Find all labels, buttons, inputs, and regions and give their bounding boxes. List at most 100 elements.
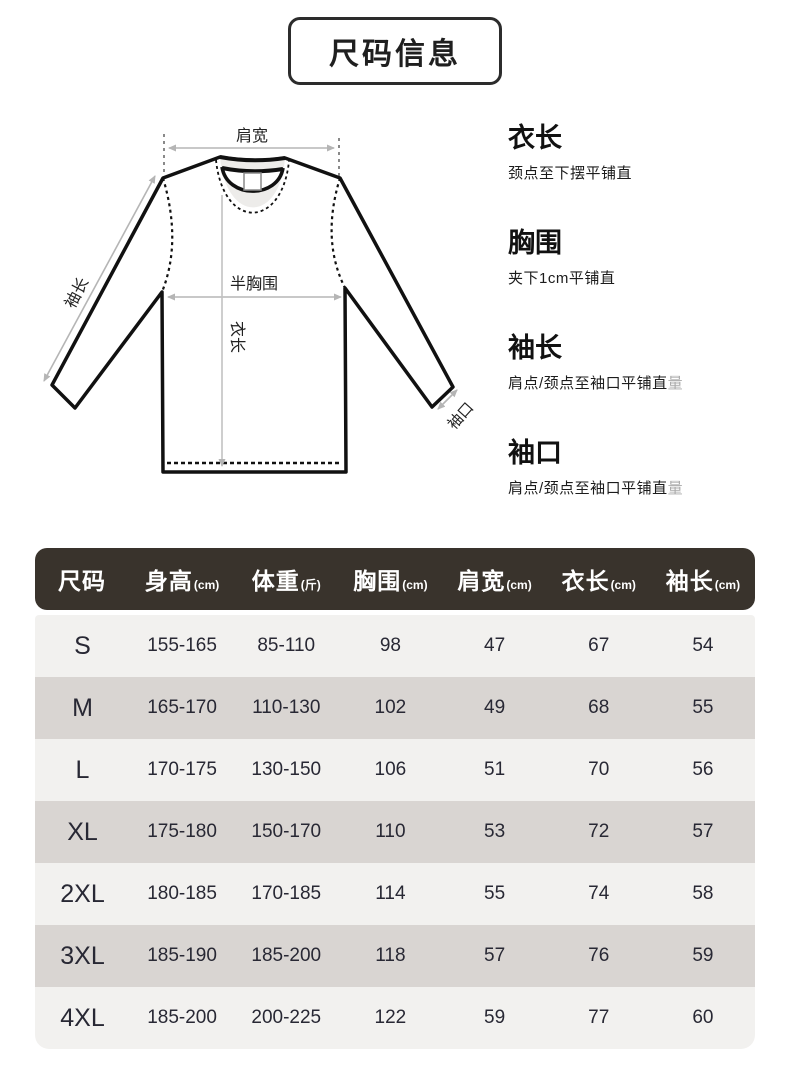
cell-shoulder: 51 bbox=[484, 759, 506, 780]
measure-note-desc-tail: 量 bbox=[667, 374, 684, 392]
measure-note-title: 袖长 bbox=[508, 333, 562, 363]
header-unit: (cm) bbox=[714, 578, 741, 592]
cell-size: M bbox=[72, 693, 93, 722]
cell-sleeve: 60 bbox=[692, 1007, 714, 1028]
cell-shoulder: 53 bbox=[484, 821, 506, 842]
cell-weight: 185-200 bbox=[251, 945, 322, 966]
measure-note-chest: 胸围 夹下1cm平铺直 bbox=[508, 228, 780, 288]
cell-length: 72 bbox=[588, 821, 610, 842]
cell-chest: 110 bbox=[375, 821, 406, 842]
cell-sleeve: 57 bbox=[692, 821, 714, 842]
cell-size: 4XL bbox=[60, 1003, 105, 1032]
header-unit: (斤) bbox=[300, 578, 321, 592]
left-armhole-seam bbox=[160, 177, 174, 293]
cell-sleeve: 58 bbox=[692, 883, 714, 904]
cell-shoulder: 47 bbox=[484, 635, 506, 656]
cell-chest: 106 bbox=[374, 759, 407, 780]
cell-weight: 85-110 bbox=[257, 635, 316, 656]
cell-length: 77 bbox=[588, 1007, 610, 1028]
cell-length: 76 bbox=[588, 945, 610, 966]
table-row: 4XL 185-200 200-225 122 59 77 60 bbox=[35, 987, 755, 1049]
cell-size: L bbox=[75, 755, 90, 784]
header-unit: (cm) bbox=[402, 578, 428, 592]
header-label: 胸围 bbox=[353, 568, 402, 594]
cell-height: 170-175 bbox=[147, 759, 217, 780]
size-table-body: S 155-165 85-110 98 47 67 54 M 165-170 1… bbox=[35, 615, 755, 1049]
header-cell-weight: 体重 (斤) bbox=[252, 562, 321, 596]
shoulder-width-label: 肩宽 bbox=[236, 127, 268, 145]
cell-length: 74 bbox=[588, 883, 610, 904]
measure-note-title: 袖口 bbox=[508, 438, 562, 468]
cell-shoulder: 59 bbox=[484, 1007, 506, 1028]
cell-sleeve: 59 bbox=[692, 945, 714, 966]
cell-length: 67 bbox=[588, 635, 610, 656]
header-label: 体重 bbox=[251, 568, 300, 594]
cell-chest: 102 bbox=[374, 697, 407, 718]
header-unit: (cm) bbox=[193, 578, 220, 592]
header-cell-height: 身高 (cm) bbox=[145, 562, 219, 596]
measure-note-length: 衣长 颈点至下摆平铺直 bbox=[508, 123, 780, 183]
neck-label-tag bbox=[243, 172, 262, 191]
cell-height: 155-165 bbox=[147, 635, 217, 656]
header-cell-shoulder: 肩宽 (cm) bbox=[457, 562, 531, 596]
cell-size: 2XL bbox=[60, 879, 105, 908]
measure-note-desc-tail: 量 bbox=[667, 479, 684, 497]
cell-chest: 122 bbox=[374, 1007, 407, 1028]
cell-shoulder: 49 bbox=[484, 697, 506, 718]
measure-note-desc: 夹下1cm平铺直 bbox=[508, 267, 780, 288]
cell-sleeve: 56 bbox=[692, 759, 714, 780]
shirt-measurement-diagram: 肩宽 袖长 半胸围 衣长 袖口 bbox=[43, 127, 478, 474]
half-chest-label: 半胸围 bbox=[230, 275, 278, 293]
cell-chest: 98 bbox=[379, 635, 401, 656]
sleeve-length-arrow bbox=[43, 175, 156, 382]
cell-chest: 118 bbox=[375, 945, 406, 966]
cell-weight: 130-150 bbox=[251, 759, 322, 780]
cell-weight: 110-130 bbox=[252, 697, 321, 718]
table-row: M 165-170 110-130 102 49 68 55 bbox=[35, 677, 755, 739]
header-cell-length: 衣长 (cm) bbox=[562, 562, 636, 596]
cell-height: 185-190 bbox=[147, 945, 217, 966]
measure-note-title: 衣长 bbox=[508, 123, 562, 153]
cell-weight: 150-170 bbox=[251, 821, 322, 842]
cell-length: 70 bbox=[588, 759, 610, 780]
measure-note-desc-text: 肩点/颈点至袖口平铺直 bbox=[508, 374, 668, 392]
sleeve-length-label: 袖长 bbox=[62, 275, 93, 312]
measure-note-desc-text: 肩点/颈点至袖口平铺直 bbox=[508, 479, 668, 497]
cell-size: 3XL bbox=[60, 941, 105, 970]
cell-size: S bbox=[74, 631, 91, 660]
size-table-header: 尺码 身高 (cm) 体重 (斤) 胸围 (cm) 肩宽 (cm) 衣长 (cm) 袖长(… bbox=[35, 548, 755, 610]
measure-note-desc: 肩点/颈点至袖口平铺直量 bbox=[508, 372, 780, 393]
cell-shoulder: 57 bbox=[484, 945, 506, 966]
size-table: 尺码 身高 (cm) 体重 (斤) 胸围 (cm) 肩宽 (cm) 衣长 (cm) 袖长(… bbox=[35, 548, 755, 1049]
header-cell-chest: 胸围 (cm) bbox=[353, 562, 427, 596]
collar-inner-arc bbox=[220, 166, 285, 193]
measure-note-desc-text: 颈点至下摆平铺直 bbox=[508, 164, 633, 182]
table-row: 3XL 185-190 185-200 118 57 76 59 bbox=[35, 925, 755, 987]
cell-height: 185-200 bbox=[147, 1007, 217, 1028]
table-row: XL 175-180 150-170 110 53 72 57 bbox=[35, 801, 755, 863]
header-label: 袖长 bbox=[665, 568, 714, 594]
measure-note-title: 胸围 bbox=[508, 228, 562, 258]
measurement-notes: 衣长 颈点至下摆平铺直 胸围 夹下1cm平铺直 袖长 肩点/颈点至袖口平铺直量 … bbox=[508, 0, 780, 520]
header-unit: (cm) bbox=[610, 578, 636, 592]
header-unit: (cm) bbox=[506, 578, 532, 592]
header-label: 身高 bbox=[144, 568, 193, 594]
measure-note-desc: 颈点至下摆平铺直 bbox=[508, 162, 780, 183]
cuff-label: 袖口 bbox=[445, 399, 478, 433]
cuff-arrow bbox=[437, 389, 458, 410]
right-armhole-seam bbox=[330, 177, 346, 289]
table-row: 2XL 180-185 170-185 114 55 74 58 bbox=[35, 863, 755, 925]
measure-note-sleeve: 袖长 肩点/颈点至袖口平铺直量 bbox=[508, 333, 780, 393]
collar-stitch-arc bbox=[215, 159, 290, 214]
header-label: 肩宽 bbox=[457, 568, 506, 594]
cell-shoulder: 55 bbox=[484, 883, 506, 904]
cell-height: 180-185 bbox=[147, 883, 217, 904]
header-label: 衣长 bbox=[561, 568, 610, 594]
measure-note-desc: 肩点/颈点至袖口平铺直量 bbox=[508, 477, 780, 498]
header-cell-size: 尺码 bbox=[58, 562, 107, 596]
table-row: L 170-175 130-150 106 51 70 56 bbox=[35, 739, 755, 801]
cell-sleeve: 55 bbox=[692, 697, 714, 718]
measure-note-desc-text: 夹下1cm平铺直 bbox=[508, 269, 616, 287]
table-row: S 155-165 85-110 98 47 67 54 bbox=[35, 615, 755, 677]
